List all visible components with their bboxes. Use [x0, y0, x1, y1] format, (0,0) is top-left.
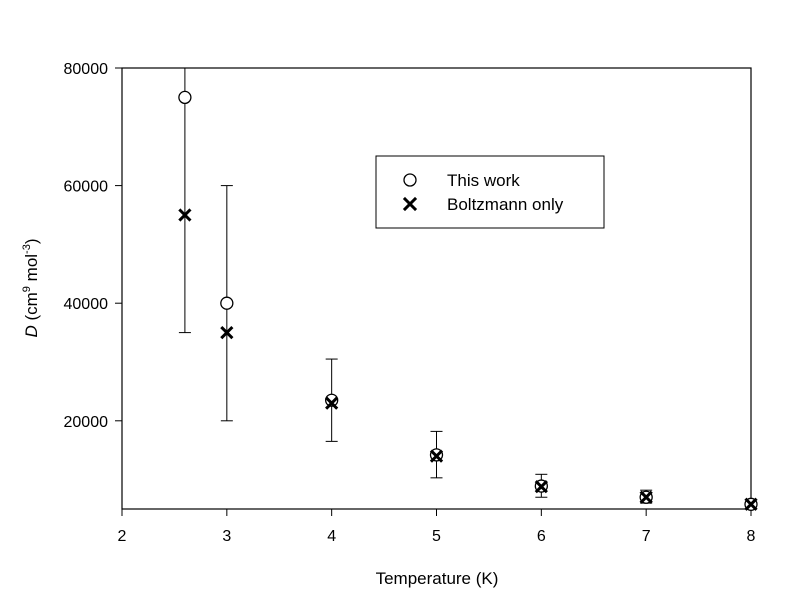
y-axis-title-unit-mid: mol — [22, 254, 41, 286]
point-this-work — [325, 393, 339, 407]
x-tick-label: 7 — [642, 528, 651, 545]
point-boltzmann-only — [325, 396, 339, 410]
point-boltzmann-only — [639, 490, 653, 504]
x-tick-label: 2 — [118, 528, 127, 545]
legend-marker-this-work — [403, 173, 417, 187]
y-tick-label: 40000 — [64, 296, 109, 313]
y-axis-title-unit-end: ) — [22, 238, 41, 244]
error-bars — [178, 68, 757, 507]
y-tick-label: 80000 — [64, 61, 109, 78]
legend-label-this-work: This work — [447, 171, 520, 190]
point-boltzmann-only — [429, 449, 444, 463]
legend: This work Boltzmann only — [375, 155, 605, 229]
point-this-work — [178, 90, 192, 105]
x-tick-label: 6 — [537, 528, 546, 545]
y-axis-title: D (cm9 mol-3) — [21, 238, 41, 337]
x-tick-label: 4 — [327, 528, 336, 545]
point-boltzmann-only — [178, 208, 192, 222]
legend-box — [375, 155, 605, 229]
x-tick-label: 5 — [432, 528, 441, 545]
x-axis-title: Temperature (K) — [376, 569, 499, 588]
y-axis-ticks: 20000 40000 60000 80000 — [64, 61, 122, 431]
data-points — [178, 90, 758, 511]
y-axis-title-symbol: D — [22, 325, 41, 337]
x-tick-label: 8 — [747, 528, 756, 545]
x-tick-label: 3 — [222, 528, 231, 545]
y-axis-title-exponent-2: -3 — [21, 244, 33, 254]
legend-marker-boltzmann-only — [402, 196, 418, 212]
legend-label-boltzmann-only: Boltzmann only — [447, 195, 564, 214]
point-boltzmann-only — [220, 325, 234, 340]
y-axis-title-exponent-1: 9 — [21, 286, 33, 292]
y-tick-label: 60000 — [64, 179, 109, 196]
point-boltzmann-only — [534, 480, 548, 494]
y-tick-label: 20000 — [64, 414, 109, 431]
point-boltzmann-only — [744, 497, 758, 511]
y-axis-title-unit-start: (cm — [22, 292, 41, 325]
x-axis-ticks: 2 3 4 5 6 7 8 — [118, 509, 756, 545]
point-this-work — [220, 296, 234, 310]
